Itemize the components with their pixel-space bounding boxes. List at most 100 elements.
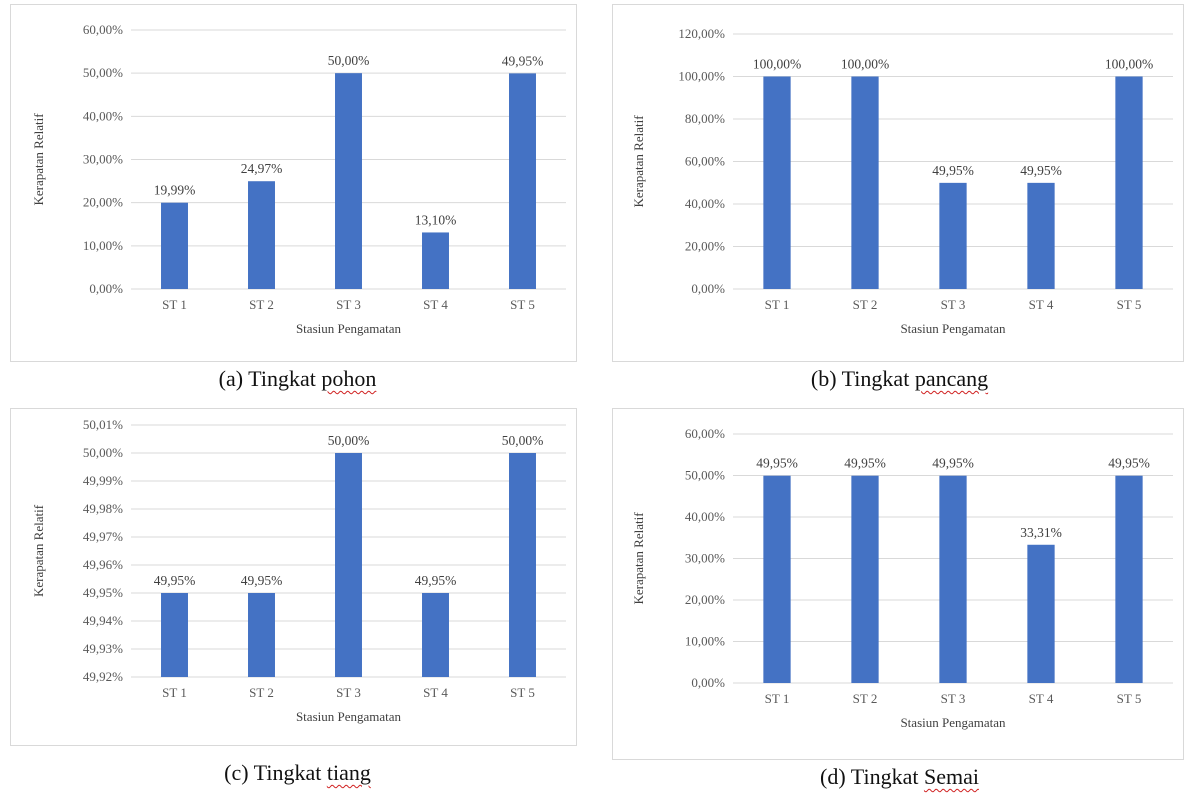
chart-frame: 0,00% 10,00% 20,00% 30,00% 40,00% 50,00% 60,00… [612,408,1184,760]
data-label: 100,00% [841,57,889,72]
chart-panel-b: 0,00% 20,00% 40,00% 60,00% 80,00% 100,00% 120,… [612,4,1187,394]
chart-frame: 49,92% 49,93% 49,94% 49,95% 49,96% 49,97% 49,9… [10,408,577,746]
data-label: 49,95% [756,456,798,471]
y-tick-label: 60,00% [83,22,123,37]
x-axis-label: Stasiun Pengamatan [296,709,402,724]
y-tick-label: 20,00% [685,592,725,607]
x-tick-label: ST 5 [510,297,535,312]
x-axis-label: Stasiun Pengamatan [296,321,402,336]
y-axis-label: Kerapatan Relatif [31,113,46,206]
data-label: 33,31% [1020,525,1062,540]
y-tick-label: 49,95% [83,585,123,600]
bar [248,593,275,677]
y-tick-label: 20,00% [83,195,123,210]
y-tick-label: 80,00% [685,111,725,126]
y-tick-label: 100,00% [678,69,725,84]
y-tick-label: 49,93% [83,641,123,656]
data-label: 50,00% [328,433,370,448]
bar [509,453,536,677]
caption-prefix: (b) Tingkat [810,366,915,391]
x-axis-label: Stasiun Pengamatan [900,715,1006,730]
bar [763,475,791,683]
data-label: 49,95% [415,573,457,588]
x-tick-label: ST 3 [336,685,361,700]
y-tick-label: 0,00% [691,281,725,296]
y-tick-label: 49,94% [83,613,123,628]
data-label: 49,95% [241,573,283,588]
chart-panel-a: 0,00% 10,00% 20,00% 30,00% 40,00% 50,00% 60,00… [10,4,585,394]
y-tick-label: 30,00% [83,152,123,167]
bar [509,73,536,289]
data-label: 49,95% [154,573,196,588]
bar [763,76,791,289]
bar [851,475,879,683]
bar [161,202,188,289]
bar-chart-c: 49,92% 49,93% 49,94% 49,95% 49,96% 49,97% 49,9… [31,417,566,724]
data-label: 49,95% [502,53,544,68]
y-tick-label: 60,00% [685,154,725,169]
bar [161,593,188,677]
chart-caption-c: (c) Tingkat tiang [10,760,585,786]
data-label: 49,95% [1020,163,1062,178]
data-label: 50,00% [502,433,544,448]
y-tick-label: 120,00% [678,26,725,41]
y-tick-label: 30,00% [685,551,725,566]
data-label: 49,95% [1108,456,1150,471]
y-tick-label: 49,98% [83,501,123,516]
chart-frame: 0,00% 20,00% 40,00% 60,00% 80,00% 100,00% 120,… [612,4,1184,362]
y-tick-label: 49,99% [83,473,123,488]
y-axis-label: Kerapatan Relatif [31,504,46,597]
x-tick-label: ST 1 [765,691,790,706]
bar [248,181,275,289]
data-label: 24,97% [241,161,283,176]
bar [851,76,879,289]
x-tick-label: ST 5 [1117,297,1142,312]
bar [422,232,449,289]
y-axis-label: Kerapatan Relatif [631,115,646,208]
y-tick-label: 0,00% [691,675,725,690]
chart-caption-a: (a) Tingkat pohon [10,366,585,392]
y-tick-label: 50,00% [83,445,123,460]
y-tick-label: 10,00% [685,634,725,649]
data-label: 49,95% [932,163,974,178]
data-label: 49,95% [844,456,886,471]
x-tick-label: ST 1 [162,685,187,700]
chart-panel-c: 49,92% 49,93% 49,94% 49,95% 49,96% 49,97% 49,9… [10,408,585,800]
data-label: 100,00% [753,57,801,72]
x-tick-label: ST 4 [423,297,448,312]
x-tick-label: ST 4 [1029,297,1054,312]
caption-prefix: (d) Tingkat [820,764,924,789]
x-tick-label: ST 5 [510,685,535,700]
y-tick-label: 50,00% [685,468,725,483]
data-label: 49,95% [932,456,974,471]
bar [422,593,449,677]
x-tick-label: ST 3 [336,297,361,312]
bar [1115,76,1143,289]
x-tick-label: ST 1 [162,297,187,312]
bar [1027,182,1055,289]
chart-caption-b: (b) Tingkat pancang [612,366,1187,392]
x-tick-label: ST 3 [941,691,966,706]
bar [335,453,362,677]
data-label: 13,10% [415,212,457,227]
y-tick-label: 40,00% [83,108,123,123]
x-tick-label: ST 3 [941,297,966,312]
y-tick-label: 40,00% [685,509,725,524]
y-tick-label: 10,00% [83,238,123,253]
y-tick-label: 40,00% [685,196,725,211]
y-tick-label: 49,97% [83,529,123,544]
bar-chart-b: 0,00% 20,00% 40,00% 60,00% 80,00% 100,00% 120,… [631,26,1173,336]
x-tick-label: ST 2 [853,297,878,312]
bar [335,73,362,290]
caption-word: Semai [923,764,979,789]
chart-caption-d: (d) Tingkat Semai [612,764,1187,790]
bar [1115,475,1143,683]
bar [1027,544,1055,683]
caption-prefix: (a) Tingkat [218,366,322,391]
x-tick-label: ST 2 [853,691,878,706]
caption-word: pancang [914,366,989,391]
x-tick-label: ST 4 [423,685,448,700]
y-tick-label: 60,00% [685,426,725,441]
y-tick-label: 49,92% [83,669,123,684]
x-tick-label: ST 5 [1117,691,1142,706]
